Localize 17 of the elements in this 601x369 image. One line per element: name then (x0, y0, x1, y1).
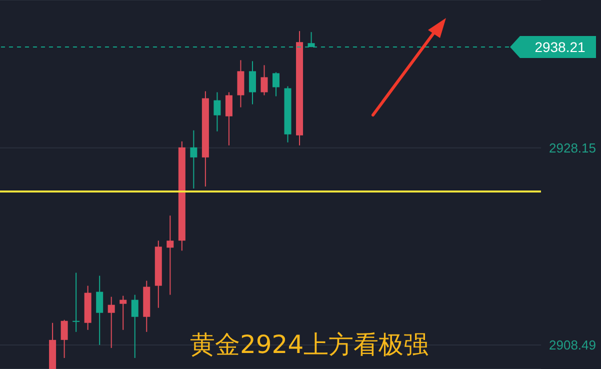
ref-line-label: 2938.21 (534, 39, 586, 56)
candlestick (225, 92, 232, 146)
candlestick (166, 215, 174, 296)
candlestick (108, 296, 115, 348)
candlestick (260, 64, 268, 96)
candlestick (96, 275, 104, 346)
candlestick (214, 92, 221, 132)
y-tick-label: 2928.15 (549, 140, 596, 156)
candlestick (190, 130, 198, 190)
candlestick (120, 295, 127, 330)
candlestick (131, 294, 138, 358)
candlestick (60, 319, 68, 358)
y-tick-label: 2908.49 (549, 338, 596, 353)
candlestick (272, 72, 280, 97)
candlestick (248, 60, 256, 105)
candlestick (72, 272, 80, 332)
annotation: 黄金2924上方看极强 (190, 329, 429, 361)
